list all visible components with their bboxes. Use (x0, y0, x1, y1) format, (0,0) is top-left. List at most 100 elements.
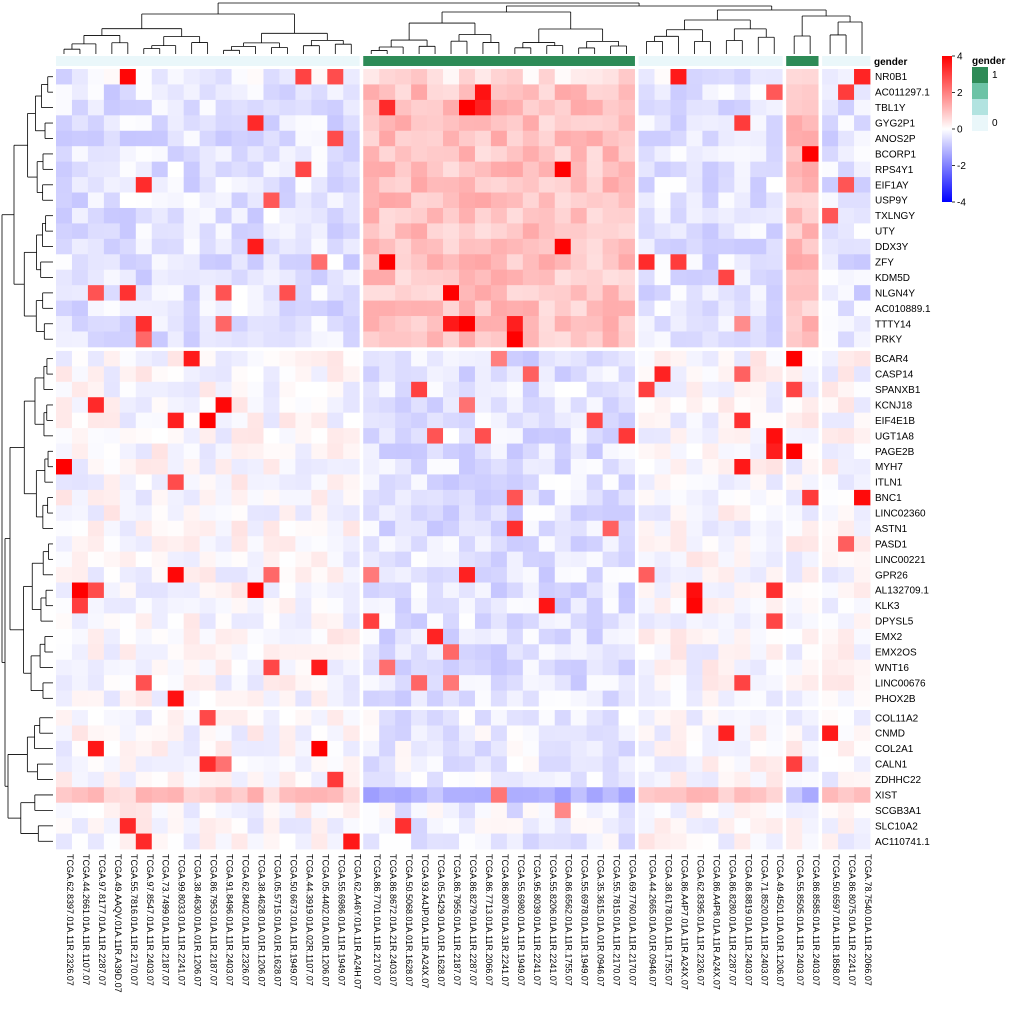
heatmap-cell (87, 366, 105, 383)
heatmap-cell (554, 818, 572, 834)
heatmap-cell (459, 833, 476, 850)
heatmap-cell (718, 146, 735, 163)
heatmap-cell (411, 740, 428, 757)
heatmap-cell (135, 690, 153, 707)
heatmap-cell (411, 802, 428, 819)
heatmap-cell (103, 520, 121, 537)
heatmap-cell (411, 551, 428, 568)
heatmap-cell (167, 238, 185, 255)
heatmap-cell (87, 818, 105, 834)
heatmap-cell (411, 428, 428, 444)
gender-legend-swatch (972, 115, 988, 131)
heatmap-cell (103, 628, 121, 645)
heatmap-cell (554, 659, 572, 676)
heatmap-cell (311, 771, 328, 788)
heatmap-cell (151, 269, 169, 286)
heatmap-cell (586, 285, 604, 301)
heatmap-cell (295, 771, 312, 788)
heatmap-cell (279, 551, 296, 568)
heatmap-cell (151, 520, 169, 537)
heatmap-cell (490, 254, 508, 271)
heatmap-cell (443, 397, 460, 414)
heatmap-cell (379, 725, 396, 742)
heatmap-cell (183, 818, 201, 834)
heatmap-cell (363, 787, 380, 804)
heatmap-cell (427, 331, 444, 348)
heatmap-cell (379, 350, 396, 367)
heatmap-cell (838, 192, 855, 209)
heatmap-cell (199, 659, 216, 676)
heatmap-cell (490, 787, 508, 804)
heatmap-cell (570, 223, 588, 240)
heatmap-cell (802, 818, 819, 834)
heatmap-cell (379, 597, 396, 614)
heatmap-cell (183, 582, 201, 599)
heatmap-cell (199, 756, 216, 773)
heatmap-cell (231, 474, 248, 491)
heatmap-cell (786, 331, 803, 348)
heatmap-cell (670, 725, 687, 742)
heatmap-cell (363, 489, 380, 506)
heatmap-cell (822, 520, 839, 537)
heatmap-cell (167, 771, 185, 788)
heatmap-cell (56, 818, 73, 834)
heatmap-cell (538, 582, 556, 599)
heatmap-cell (327, 787, 344, 804)
heatmap-cell (838, 520, 855, 537)
heatmap-cell (119, 381, 137, 398)
heatmap-cell (670, 474, 687, 491)
heatmap-cell (427, 412, 444, 429)
heatmap-cell (554, 397, 572, 414)
row-label: KLK3 (875, 601, 900, 612)
heatmap-cell (459, 567, 476, 583)
heatmap-cell (343, 223, 360, 240)
heatmap-cell (570, 161, 588, 178)
heatmap-cell (538, 675, 556, 691)
heatmap-cell (327, 177, 344, 193)
heatmap-cell (311, 520, 328, 537)
heatmap-cell (802, 690, 819, 707)
heatmap-cell (379, 756, 396, 773)
heatmap-cell (363, 161, 380, 178)
row-label: BCAR4 (875, 354, 909, 365)
heatmap-cell (638, 597, 655, 614)
heatmap-cell (263, 254, 280, 271)
heatmap-cell (135, 269, 153, 286)
heatmap-cell (654, 787, 671, 804)
heatmap-cell (263, 567, 280, 583)
heatmap-cell (151, 331, 169, 348)
heatmap-cell (734, 99, 751, 116)
heatmap-cell (506, 613, 524, 630)
heatmap-cell (363, 675, 380, 691)
heatmap-cell (135, 350, 153, 367)
heatmap-cell (750, 84, 767, 101)
heatmap-cell (459, 443, 476, 460)
heatmap-cell (854, 505, 871, 522)
heatmap-cell (167, 300, 185, 317)
heatmap-cell (56, 582, 73, 599)
heatmap-cell (506, 316, 524, 332)
heatmap-cell (854, 115, 871, 132)
heatmap-cell (279, 350, 296, 367)
column-label: TCGA.99.8033.01A.11R.2241.07 (177, 854, 187, 986)
heatmap-cell (231, 146, 248, 163)
heatmap-cell (311, 331, 328, 348)
heatmap-cell (602, 443, 619, 460)
heatmap-cell (554, 505, 572, 522)
heatmap-cell (490, 644, 508, 661)
heatmap-cell (766, 659, 783, 676)
heatmap-cell (443, 787, 460, 804)
heatmap-cell (295, 489, 312, 506)
heatmap-cell (654, 146, 671, 163)
column-label: TCGA.86.8585.01A.11R.2403.07 (811, 854, 821, 986)
heatmap-cell (786, 520, 803, 537)
heatmap-cell (119, 130, 137, 147)
heatmap-cell (838, 690, 855, 707)
heatmap-cell (56, 505, 73, 522)
heatmap-cell (103, 710, 121, 726)
heatmap-cell (151, 254, 169, 271)
heatmap-cell (670, 238, 687, 255)
gender-annotation-cell (654, 56, 671, 66)
heatmap-cell (670, 161, 687, 178)
heatmap-cell (199, 771, 216, 788)
